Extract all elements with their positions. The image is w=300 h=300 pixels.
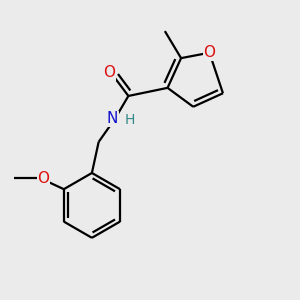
Text: N: N xyxy=(106,111,118,126)
Text: O: O xyxy=(203,45,215,60)
Text: O: O xyxy=(103,65,116,80)
Text: H: H xyxy=(124,113,135,127)
Text: O: O xyxy=(37,171,49,186)
